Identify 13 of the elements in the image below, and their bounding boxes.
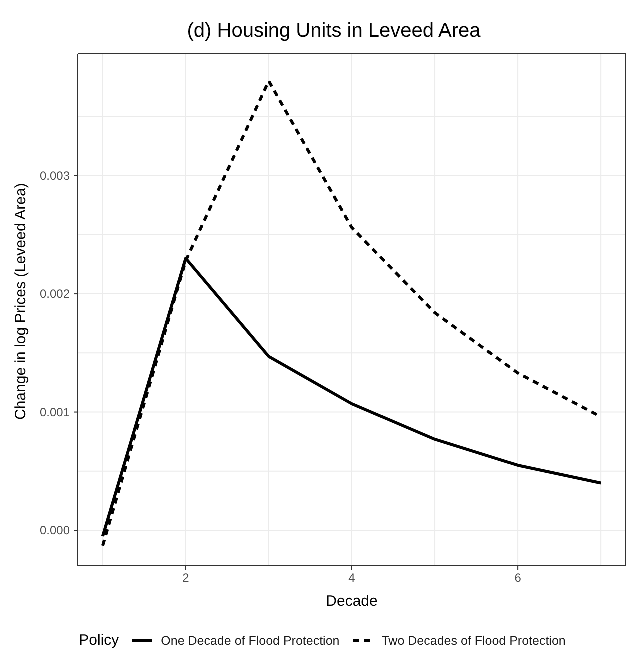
y-tick-label: 0.003 <box>40 168 70 183</box>
y-tick-label: 0.001 <box>40 405 70 420</box>
text: 0.000 <box>40 524 70 538</box>
x-tick-label: 4 <box>348 571 356 585</box>
legend-title: Policy <box>79 632 120 649</box>
legend-label: One Decade of Flood Protection <box>160 634 340 648</box>
y-tick-label: 0.002 <box>40 287 70 302</box>
x-tick-label: 6 <box>514 571 522 585</box>
x-tick-label: 2 <box>182 571 190 585</box>
chart-title: (d) Housing Units in Leveed Area <box>186 19 482 44</box>
y-axis-title: Change in log Prices (Leveed Area) <box>12 183 30 420</box>
x-axis-title: Decade <box>326 593 378 610</box>
legend-label: Two Decades of Flood Protection <box>380 634 566 648</box>
